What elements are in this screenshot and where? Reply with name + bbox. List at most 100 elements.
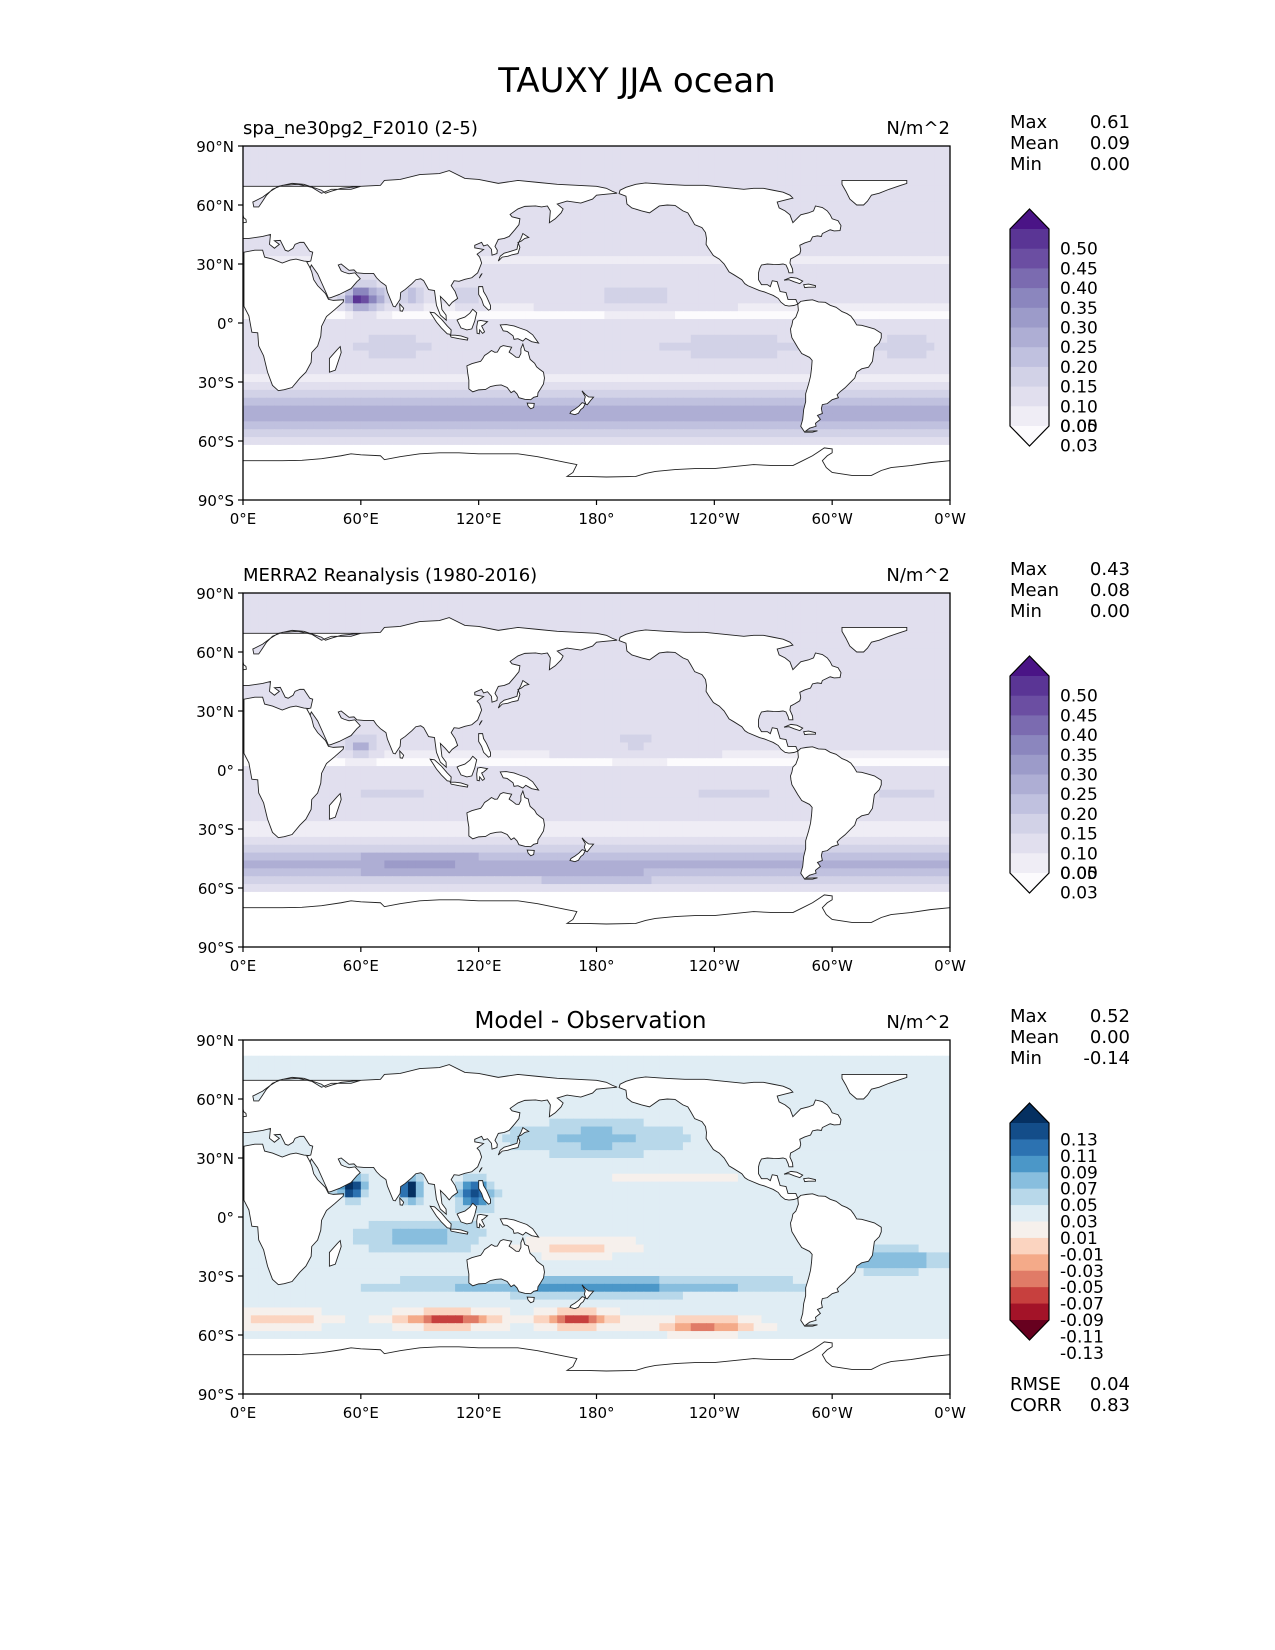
lat-tick-label: 60°N xyxy=(196,197,234,215)
colorbar-segment xyxy=(1010,774,1049,795)
map-field xyxy=(243,1040,950,1394)
stat-label: Mean xyxy=(1010,580,1059,601)
colorbar-label: 0.11 xyxy=(1060,1147,1098,1167)
lat-tick-label: 90°S xyxy=(198,939,234,957)
colorbar-segment xyxy=(1010,813,1049,835)
lat-tick-label: 30°N xyxy=(196,1150,234,1168)
colorbar-segment xyxy=(1010,794,1049,815)
lat-tick-label: 60°S xyxy=(198,880,234,898)
lon-tick-label: 0°W xyxy=(934,1404,966,1422)
colorbar-segment xyxy=(1010,1172,1049,1190)
colorbar-extend-bottom xyxy=(1010,1320,1049,1340)
colorbar-label: 0.35 xyxy=(1060,746,1098,766)
colorbar-extend-bottom xyxy=(1010,873,1049,893)
colorbar-label: -0.11 xyxy=(1060,1327,1104,1347)
map-panel-1: 90°N 60°N 30°N 0° 30°S 60°S 90°S0°E 60°E 120°E 18… xyxy=(196,112,1130,528)
colorbar-label: 0.20 xyxy=(1060,358,1098,378)
colorbar-label: 0.20 xyxy=(1060,805,1098,825)
colorbar-label: 0.05 xyxy=(1060,1196,1098,1216)
stat-label: Max xyxy=(1010,112,1048,133)
lon-tick-label: 0°E xyxy=(230,957,257,975)
metric-label: RMSE xyxy=(1010,1374,1061,1395)
stat-value: 0.09 xyxy=(1090,133,1130,154)
colorbar-extend-top xyxy=(1010,656,1049,676)
colorbar-label: 0.50 xyxy=(1060,687,1098,707)
lat-tick-label: 90°N xyxy=(196,138,234,156)
lon-tick-label: 180° xyxy=(578,1404,614,1422)
metric-value: 0.83 xyxy=(1090,1395,1130,1416)
lat-tick-label: 90°S xyxy=(198,492,234,510)
colorbar-label: 0.40 xyxy=(1060,726,1098,746)
panel-title: Model - Observation xyxy=(474,1008,706,1034)
colorbar-label: 0.05 xyxy=(1060,417,1098,437)
metric-value: 0.04 xyxy=(1090,1374,1130,1395)
stat-label: Min xyxy=(1010,154,1042,175)
panel-subtitle: MERRA2 Reanalysis (1980-2016) xyxy=(243,565,537,586)
colorbar-label: 0.50 xyxy=(1060,240,1098,260)
lat-tick-label: 30°S xyxy=(198,374,234,392)
colorbar-segment xyxy=(1010,1303,1049,1321)
lat-tick-label: 60°N xyxy=(196,644,234,662)
colorbar-label: 0.09 xyxy=(1060,1163,1098,1183)
colorbar-label: -0.05 xyxy=(1060,1278,1104,1298)
colorbar-label: 0.05 xyxy=(1060,864,1098,884)
colorbar-segment xyxy=(1010,347,1049,368)
map-panel-3: 90°N 60°N 30°N 0° 30°S 60°S 90°S0°E 60°E 120°E 18… xyxy=(196,1006,1130,1422)
colorbar-segment xyxy=(1010,833,1049,854)
lat-tick-label: 60°S xyxy=(198,1327,234,1345)
lon-tick-label: 120°E xyxy=(456,957,502,975)
colorbar-segment xyxy=(1010,1270,1049,1288)
colorbar-label: 0.00 xyxy=(1060,864,1098,884)
lat-tick-label: 0° xyxy=(217,315,234,333)
colorbar-outline xyxy=(1009,655,1050,894)
colorbar-segment xyxy=(1010,288,1049,309)
colorbar-extend-top xyxy=(1010,1103,1049,1123)
colorbar-segment xyxy=(1010,1139,1049,1157)
lon-tick-label: 180° xyxy=(578,957,614,975)
lon-tick-label: 120°E xyxy=(456,1404,502,1422)
stat-label: Mean xyxy=(1010,1027,1059,1048)
lat-tick-label: 90°N xyxy=(196,1032,234,1050)
panel-units: N/m^2 xyxy=(886,565,950,586)
lat-tick-label: 90°S xyxy=(198,1386,234,1404)
lon-tick-label: 0°E xyxy=(230,1404,257,1422)
lat-tick-label: 30°N xyxy=(196,703,234,721)
colorbar-segment xyxy=(1010,1287,1049,1305)
lat-tick-label: 0° xyxy=(217,1209,234,1227)
lat-tick-label: 0° xyxy=(217,762,234,780)
map-field xyxy=(243,593,950,947)
lon-tick-label: 60°E xyxy=(343,957,379,975)
stat-label: Min xyxy=(1010,1048,1042,1069)
colorbar-label: 0.07 xyxy=(1060,1180,1098,1200)
colorbar-label: -0.01 xyxy=(1060,1245,1104,1265)
colorbar-label: 0.01 xyxy=(1060,1229,1098,1249)
stat-label: Max xyxy=(1010,559,1048,580)
colorbar-outline xyxy=(1009,1102,1050,1341)
colorbar-label: 0.03 xyxy=(1060,1213,1098,1233)
lon-tick-label: 120°W xyxy=(689,957,740,975)
colorbar-segment xyxy=(1010,386,1049,407)
colorbar-label: 0.45 xyxy=(1060,259,1098,279)
colorbar-segment xyxy=(1010,1123,1049,1140)
colorbar-label: 0.10 xyxy=(1060,397,1098,417)
lat-tick-label: 60°S xyxy=(198,433,234,451)
colorbar-segment xyxy=(1010,406,1049,427)
lon-tick-label: 120°W xyxy=(689,510,740,528)
lon-tick-label: 60°W xyxy=(811,1404,853,1422)
colorbar-segment xyxy=(1010,307,1049,328)
panel-units: N/m^2 xyxy=(886,118,950,139)
map-field xyxy=(243,146,950,500)
stat-label: Min xyxy=(1010,601,1042,622)
lon-tick-label: 60°E xyxy=(343,1404,379,1422)
colorbar-segment xyxy=(1010,695,1049,716)
lon-tick-label: 60°E xyxy=(343,510,379,528)
colorbar-label: -0.13 xyxy=(1060,1344,1104,1364)
stat-value: 0.61 xyxy=(1090,112,1130,133)
colorbar-label: -0.03 xyxy=(1060,1262,1104,1282)
colorbar-outline xyxy=(1009,208,1050,447)
colorbar: 0.500.450.400.350.300.250.200.150.100.05… xyxy=(1009,208,1098,457)
colorbar-label: 0.25 xyxy=(1060,338,1098,358)
colorbar-label: 0.25 xyxy=(1060,785,1098,805)
colorbar-label: 0.13 xyxy=(1060,1130,1098,1150)
